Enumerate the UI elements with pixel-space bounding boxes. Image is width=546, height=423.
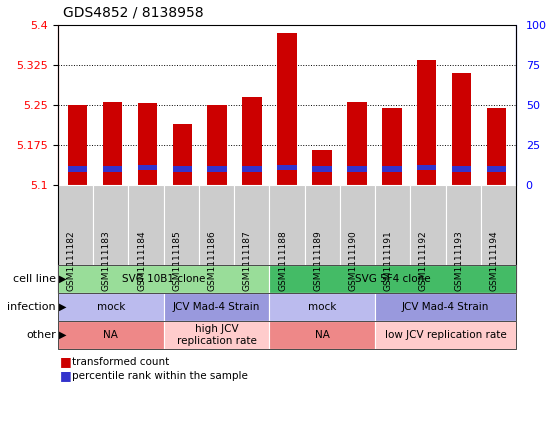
Text: GSM1111192: GSM1111192 bbox=[419, 231, 428, 291]
Text: GSM1111187: GSM1111187 bbox=[243, 230, 252, 291]
Text: transformed count: transformed count bbox=[72, 357, 169, 367]
Bar bbox=[68, 105, 87, 185]
Text: SVG 5F4 clone: SVG 5F4 clone bbox=[355, 274, 430, 284]
Text: GSM1111189: GSM1111189 bbox=[313, 230, 322, 291]
Text: high JCV
replication rate: high JCV replication rate bbox=[176, 324, 257, 346]
Text: GDS4852 / 8138958: GDS4852 / 8138958 bbox=[63, 5, 204, 19]
Bar bbox=[138, 165, 157, 170]
Text: ▶: ▶ bbox=[59, 330, 67, 340]
Text: cell line: cell line bbox=[13, 274, 56, 284]
Bar bbox=[487, 166, 506, 172]
Text: mock: mock bbox=[97, 302, 125, 312]
Bar bbox=[277, 165, 296, 170]
Bar bbox=[207, 166, 227, 172]
Bar bbox=[382, 108, 401, 185]
Bar bbox=[382, 166, 401, 172]
Text: GSM1111190: GSM1111190 bbox=[348, 230, 358, 291]
Bar bbox=[347, 102, 366, 185]
Text: SVG 10B1 clone: SVG 10B1 clone bbox=[122, 274, 205, 284]
Bar bbox=[173, 166, 192, 172]
Bar bbox=[487, 108, 506, 185]
Text: GSM1111183: GSM1111183 bbox=[102, 230, 111, 291]
Bar bbox=[277, 33, 296, 185]
Bar bbox=[138, 103, 157, 185]
Text: ▶: ▶ bbox=[59, 274, 67, 284]
Bar bbox=[452, 73, 471, 185]
Bar bbox=[242, 166, 262, 172]
Text: other: other bbox=[26, 330, 56, 340]
Text: ▶: ▶ bbox=[59, 302, 67, 312]
Text: NA: NA bbox=[103, 330, 118, 340]
Text: NA: NA bbox=[315, 330, 330, 340]
Text: GSM1111193: GSM1111193 bbox=[454, 230, 463, 291]
Text: GSM1111185: GSM1111185 bbox=[173, 230, 181, 291]
Bar bbox=[347, 166, 366, 172]
Text: GSM1111194: GSM1111194 bbox=[489, 231, 498, 291]
Bar bbox=[417, 60, 436, 185]
Text: low JCV replication rate: low JCV replication rate bbox=[385, 330, 506, 340]
Bar bbox=[173, 124, 192, 185]
Bar bbox=[68, 166, 87, 172]
Text: ■: ■ bbox=[60, 355, 72, 368]
Text: JCV Mad-4 Strain: JCV Mad-4 Strain bbox=[173, 302, 260, 312]
Text: GSM1111188: GSM1111188 bbox=[278, 230, 287, 291]
Text: infection: infection bbox=[8, 302, 56, 312]
Bar bbox=[312, 166, 331, 172]
Bar bbox=[242, 97, 262, 185]
Bar bbox=[103, 102, 122, 185]
Text: GSM1111191: GSM1111191 bbox=[384, 230, 393, 291]
Text: ■: ■ bbox=[60, 370, 72, 382]
Text: mock: mock bbox=[308, 302, 336, 312]
Bar bbox=[417, 165, 436, 170]
Bar bbox=[452, 166, 471, 172]
Bar bbox=[103, 166, 122, 172]
Text: GSM1111184: GSM1111184 bbox=[137, 231, 146, 291]
Text: GSM1111182: GSM1111182 bbox=[67, 231, 75, 291]
Text: percentile rank within the sample: percentile rank within the sample bbox=[72, 371, 248, 381]
Text: JCV Mad-4 Strain: JCV Mad-4 Strain bbox=[402, 302, 489, 312]
Text: GSM1111186: GSM1111186 bbox=[207, 230, 217, 291]
Bar bbox=[312, 150, 331, 185]
Bar bbox=[207, 105, 227, 185]
